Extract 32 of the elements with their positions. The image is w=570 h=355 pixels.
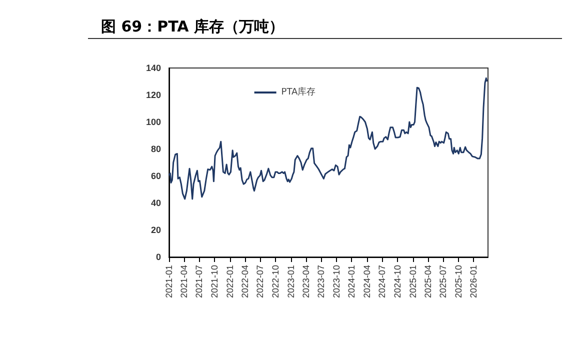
x-tick-label: 2025-04: [422, 265, 433, 298]
x-tick-label: 2024-01: [346, 265, 357, 298]
x-tick-label: 2025-10: [453, 265, 464, 298]
y-tick-label: 60: [150, 171, 161, 181]
x-tick-label: 2022-04: [240, 265, 250, 298]
x-tick-label: 2021-04: [179, 265, 190, 298]
x-tick-label: 2022-07: [255, 265, 266, 298]
x-tick-label: 2023-04: [300, 265, 311, 298]
y-tick-label: 140: [146, 63, 161, 73]
x-tick-label: 2025-07: [438, 265, 448, 298]
y-tick-label: 120: [146, 90, 161, 100]
x-tick-label: 2021-07: [194, 265, 204, 298]
x-tick-label: 2024-04: [362, 265, 372, 298]
y-tick-label: 0: [156, 252, 161, 262]
x-tick-label: 2023-01: [286, 265, 296, 298]
y-tick-label: 20: [150, 225, 161, 235]
x-tick-label: 2023-10: [331, 265, 342, 298]
x-tick-label: 2026-01: [468, 265, 479, 298]
y-tick-label: 100: [146, 117, 161, 127]
x-tick-label: 2021-10: [210, 265, 220, 298]
line-series: [168, 77, 488, 200]
x-tick-label: 2025-01: [408, 265, 418, 298]
chart-title: 图 69：PTA 库存（万吨）: [101, 18, 284, 36]
x-tick-label: 2024-07: [377, 265, 388, 298]
x-tick-label: 2024-10: [392, 265, 402, 298]
y-tick-label: 80: [150, 144, 161, 154]
x-tick-label: 2023-07: [316, 265, 326, 298]
legend-label: PTA库存: [281, 86, 316, 98]
y-tick-label: 40: [150, 198, 161, 208]
x-tick-label: 2022-10: [270, 265, 280, 298]
x-tick-label: 2022-01: [224, 265, 235, 298]
x-tick-label: 2021-01: [164, 265, 174, 298]
